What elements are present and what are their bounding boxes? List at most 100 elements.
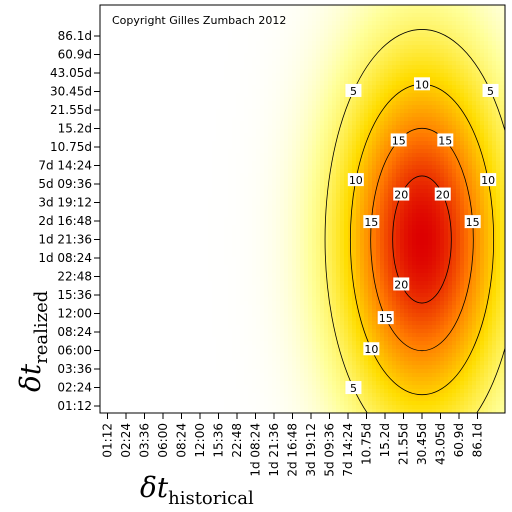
heat-cell — [196, 125, 201, 130]
heat-cell — [236, 229, 241, 234]
heat-cell — [136, 89, 141, 94]
heat-cell — [196, 177, 201, 182]
heat-cell — [148, 81, 153, 86]
heat-cell — [280, 81, 285, 86]
heat-cell — [268, 37, 273, 42]
heat-cell — [200, 173, 205, 178]
heat-cell — [248, 237, 253, 242]
heat-cell — [172, 337, 177, 342]
heat-cell — [276, 97, 281, 102]
heat-cell — [176, 69, 181, 74]
heat-cell — [244, 69, 249, 74]
heat-cell — [228, 253, 233, 258]
heat-cell — [164, 405, 169, 410]
heat-cell — [108, 405, 113, 410]
heat-cell — [204, 321, 209, 326]
heat-cell — [168, 377, 173, 382]
heat-cell — [244, 285, 249, 290]
heat-cell — [208, 121, 213, 126]
heat-cell — [108, 181, 113, 186]
heat-cell — [176, 269, 181, 274]
heat-cell — [140, 121, 145, 126]
heat-cell — [268, 125, 273, 130]
heat-cell — [272, 61, 277, 66]
heat-cell — [164, 153, 169, 158]
heat-cell — [208, 285, 213, 290]
heat-cell — [152, 21, 157, 26]
heat-cell — [128, 289, 133, 294]
heat-cell — [188, 389, 193, 394]
heat-cell — [124, 217, 129, 222]
heat-cell — [224, 317, 229, 322]
heat-cell — [248, 365, 253, 370]
heat-cell — [280, 277, 285, 282]
heat-cell — [208, 9, 213, 14]
heat-cell — [168, 97, 173, 102]
heat-cell — [236, 281, 241, 286]
heat-cell — [244, 245, 249, 250]
heat-cell — [192, 77, 197, 82]
heat-cell — [204, 65, 209, 70]
heat-cell — [240, 353, 245, 358]
heat-cell — [280, 213, 285, 218]
heat-cell — [252, 53, 257, 58]
heat-cell — [232, 373, 237, 378]
heat-cell — [100, 325, 105, 330]
heat-cell — [180, 69, 185, 74]
heat-cell — [212, 285, 217, 290]
heat-cell — [128, 185, 133, 190]
heat-cell — [144, 213, 149, 218]
heat-cell — [260, 29, 265, 34]
heat-cell — [244, 181, 249, 186]
heat-cell — [128, 329, 133, 334]
heat-cell — [184, 261, 189, 266]
heat-cell — [192, 5, 197, 10]
heat-cell — [104, 185, 109, 190]
heat-cell — [212, 389, 217, 394]
heat-cell — [132, 125, 137, 130]
heat-cell — [192, 409, 197, 413]
heat-cell — [132, 353, 137, 358]
heat-cell — [276, 333, 281, 338]
heat-cell — [168, 409, 173, 413]
heat-cell — [276, 105, 281, 110]
heat-cell — [212, 129, 217, 134]
heat-cell — [268, 377, 273, 382]
heat-cell — [248, 285, 253, 290]
heat-cell — [112, 57, 117, 62]
heat-cell — [272, 93, 277, 98]
heat-cell — [256, 85, 261, 90]
heat-cell — [220, 329, 225, 334]
heat-cell — [204, 89, 209, 94]
heat-cell — [240, 105, 245, 110]
heat-cell — [144, 257, 149, 262]
heat-cell — [268, 57, 273, 62]
heat-cell — [188, 29, 193, 34]
heat-cell — [256, 149, 261, 154]
heat-cell — [280, 353, 285, 358]
heat-cell — [172, 389, 177, 394]
heat-cell — [244, 225, 249, 230]
heat-cell — [116, 149, 121, 154]
heat-cell — [156, 265, 161, 270]
heat-cell — [212, 21, 217, 26]
heat-cell — [208, 113, 213, 118]
heat-cell — [244, 349, 249, 354]
heat-cell — [172, 149, 177, 154]
heat-cell — [144, 341, 149, 346]
heat-cell — [276, 389, 281, 394]
heat-cell — [240, 49, 245, 54]
heat-cell — [180, 137, 185, 142]
heat-cell — [132, 345, 137, 350]
heat-cell — [260, 25, 265, 30]
heat-cell — [240, 249, 245, 254]
heat-cell — [124, 285, 129, 290]
heat-cell — [100, 197, 105, 202]
heat-cell — [156, 5, 161, 10]
heat-cell — [132, 321, 137, 326]
heat-cell — [108, 317, 113, 322]
heat-cell — [240, 65, 245, 70]
heat-cell — [112, 393, 117, 398]
heat-cell — [256, 81, 261, 86]
heat-cell — [284, 149, 289, 154]
